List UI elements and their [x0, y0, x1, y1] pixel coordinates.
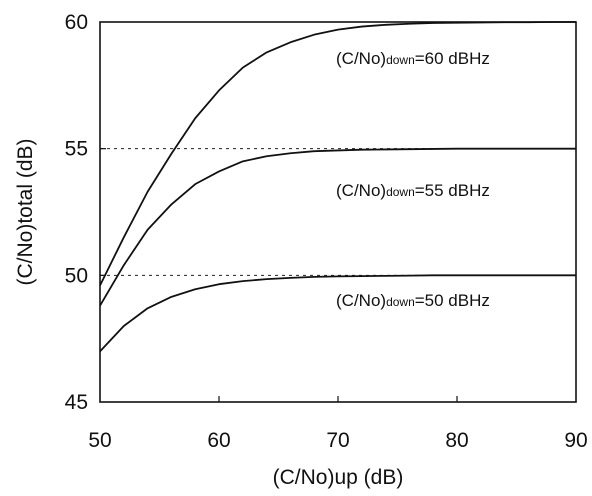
- y-tick-label: 55: [65, 138, 88, 161]
- y-tick-label: 60: [65, 11, 88, 34]
- y-tick-label: 45: [65, 391, 88, 414]
- reference-lines: [100, 148, 576, 276]
- y-tick-label: 50: [65, 264, 88, 287]
- annotations: (C/No)down=60 dBHz (C/No)down=55 dBHz (C/N…: [336, 49, 490, 310]
- x-tick-label: 70: [326, 429, 349, 452]
- x-tick-label: 80: [445, 429, 468, 452]
- plot-frame: [99, 21, 577, 403]
- x-tick-label: 50: [88, 429, 111, 452]
- x-tick-label: 60: [207, 429, 230, 452]
- series-line-2: [99, 147, 576, 307]
- y-axis-label: (C/No)total (dB): [14, 138, 37, 285]
- curve-annotation-3: (C/No)down=50 dBHz: [336, 291, 490, 310]
- x-axis-label: (C/No)up (dB): [273, 466, 404, 489]
- curve-annotation-2: (C/No)down=55 dBHz: [336, 181, 490, 200]
- curve-annotation-1: (C/No)down=60 dBHz: [336, 49, 490, 68]
- series-line-3: [99, 274, 576, 352]
- x-tick-label: 90: [564, 429, 587, 452]
